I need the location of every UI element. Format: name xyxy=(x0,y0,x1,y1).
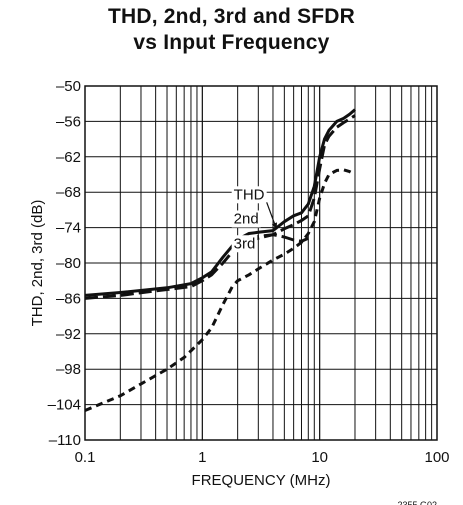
annotation-thd: THD xyxy=(234,186,265,203)
x-tick-label: 1 xyxy=(198,449,206,466)
annotation-3rd: 3rd xyxy=(234,235,256,252)
plot-frame xyxy=(84,85,438,441)
series-line-thd xyxy=(84,108,356,297)
x-tick-label: 100 xyxy=(424,449,449,466)
y-tick-label: –56 xyxy=(56,113,81,130)
annotation-background xyxy=(231,235,258,253)
figure-id: 2355 G02 xyxy=(397,500,437,505)
series-group xyxy=(84,108,356,412)
annotation-arrowhead xyxy=(271,222,277,230)
grid xyxy=(85,86,437,440)
annotation-background xyxy=(231,186,267,204)
series-line-2nd xyxy=(84,114,356,300)
tick-labels: 0.1 1 10 100 –50 –56 –62 –68 –74 –80 –86 –92 –98 –104… xyxy=(48,78,450,466)
chart-title-line-2: vs Input Frequency xyxy=(133,31,330,54)
y-tick-label: –110 xyxy=(49,432,81,449)
y-tick-label: –98 xyxy=(56,361,81,378)
y-tick-label: –80 xyxy=(56,255,81,272)
y-tick-label: –50 xyxy=(56,78,81,95)
x-tick-label: 0.1 xyxy=(75,449,96,466)
y-tick-label: –92 xyxy=(56,326,81,343)
y-tick-label: –74 xyxy=(56,220,81,237)
annotation-2nd: 2nd xyxy=(234,210,259,227)
series-line-3rd xyxy=(84,168,356,412)
y-axis-label: THD, 2nd, 3rd (dB) xyxy=(29,200,46,327)
x-axis-label: FREQUENCY (MHz) xyxy=(192,472,331,489)
series-line-sfdr xyxy=(246,233,309,244)
y-tick-label: –68 xyxy=(56,184,81,201)
x-tick-label: 10 xyxy=(311,449,328,466)
chart-title-line-1: THD, 2nd, 3rd and SFDR xyxy=(107,5,356,28)
annotation-background xyxy=(231,210,261,228)
annotations: THD 2nd 3rd xyxy=(231,186,278,253)
y-tick-label: –62 xyxy=(56,149,81,166)
y-tick-label: –104 xyxy=(48,397,81,414)
y-tick-label: –86 xyxy=(56,290,81,307)
